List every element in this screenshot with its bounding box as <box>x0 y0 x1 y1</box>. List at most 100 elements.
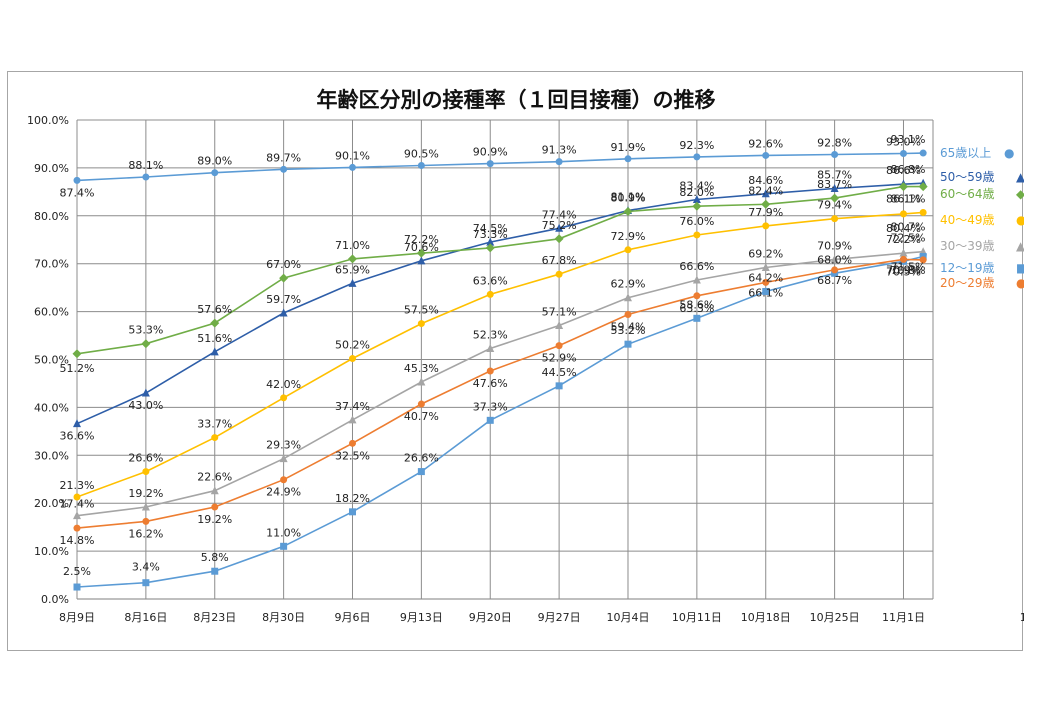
data-label: 70.9% <box>817 239 852 252</box>
data-point-marker <box>831 150 839 158</box>
legend-label: 50～59歳 <box>940 170 995 184</box>
data-label: 29.3% <box>266 439 301 452</box>
data-point-marker <box>279 454 288 463</box>
data-point-marker <box>73 419 81 428</box>
data-label: 16.2% <box>128 527 163 540</box>
legend-entry: 20～29歳 ● <box>940 276 1024 290</box>
data-point-marker <box>142 468 150 476</box>
data-point-marker <box>624 310 632 318</box>
data-point-marker <box>555 270 563 278</box>
series-line-2 <box>76 185 924 355</box>
data-point-marker <box>348 508 356 516</box>
data-label: 86.1% <box>891 193 926 206</box>
data-label: 72.9% <box>611 230 646 243</box>
data-label: 84.6% <box>748 174 783 187</box>
data-label: 64.2% <box>748 271 783 284</box>
data-point-marker <box>348 278 357 287</box>
legend-marker: ■ <box>1016 261 1024 275</box>
data-label: 75.2% <box>542 219 577 232</box>
data-point-marker <box>417 468 425 476</box>
data-label: 83.7% <box>817 178 852 191</box>
data-label: 53.2% <box>611 324 646 337</box>
data-point-marker <box>486 343 495 352</box>
x-tick-label: 8月30日 <box>262 611 305 624</box>
data-label: 70.9% <box>886 263 921 276</box>
data-point-marker <box>279 273 289 283</box>
data-point-marker <box>347 254 357 264</box>
x-tick-label: 9月20日 <box>469 611 512 624</box>
legend-label: 60～64歳 <box>940 187 995 201</box>
data-label: 88.1% <box>128 159 163 172</box>
data-label: 74.5% <box>473 222 508 235</box>
data-label: 72.5% <box>891 232 926 245</box>
data-label: 42.0% <box>266 378 301 391</box>
data-label: 47.6% <box>473 377 508 390</box>
data-point-marker <box>623 293 632 302</box>
data-label: 92.3% <box>679 139 714 152</box>
data-label: 67.8% <box>542 254 577 267</box>
legend-marker: ▲ <box>1016 239 1024 253</box>
data-point-marker <box>485 243 495 253</box>
data-point-marker <box>831 266 839 274</box>
data-label: 62.9% <box>611 278 646 291</box>
data-label: 90.1% <box>335 149 370 162</box>
data-label: 51.2% <box>60 362 95 375</box>
data-label: 70.6% <box>404 241 439 254</box>
data-label: 53.3% <box>128 324 163 337</box>
data-label: 5.8% <box>201 551 229 564</box>
data-point-marker <box>73 583 81 591</box>
data-point-marker <box>348 355 356 363</box>
data-label: 73.3% <box>473 228 508 241</box>
data-label: 18.2% <box>335 492 370 505</box>
data-point-marker <box>486 290 494 298</box>
data-label: 82.0% <box>679 186 714 199</box>
data-label: 81.1% <box>611 191 646 204</box>
data-point-marker <box>73 524 81 532</box>
data-label: 93.0% <box>886 136 921 149</box>
data-point-marker <box>279 308 288 317</box>
data-point-marker <box>624 246 632 254</box>
data-point-marker <box>693 314 701 322</box>
data-label: 76.0% <box>679 215 714 228</box>
series-line-1 <box>76 182 924 425</box>
data-point-marker <box>624 155 632 163</box>
data-point-marker <box>693 231 701 239</box>
data-point-marker <box>623 206 633 216</box>
data-point-marker <box>211 503 219 511</box>
data-label: 37.3% <box>473 400 508 413</box>
data-point-marker <box>210 347 219 356</box>
data-label: 86.6% <box>886 164 921 177</box>
series-line-0 <box>76 152 924 182</box>
axis-layer: 0.0%10.0%20.0%30.0%40.0%50.0%60.0%70.0%8… <box>27 114 1024 624</box>
x-tick-label: 9月27日 <box>538 611 581 624</box>
data-point-marker <box>919 256 927 264</box>
data-point-marker <box>280 542 288 550</box>
data-label: 83.4% <box>679 180 714 193</box>
data-point-marker <box>555 320 564 329</box>
y-tick-label: 40.0% <box>34 401 69 414</box>
x-tick-label: 10月11日 <box>672 611 722 624</box>
data-label: 86.1% <box>886 193 921 206</box>
data-label: 45.3% <box>404 362 439 375</box>
data-point-marker <box>417 162 425 170</box>
legend-label: 40～49歳 <box>940 213 995 227</box>
data-label: 43.0% <box>128 399 163 412</box>
data-point-marker <box>899 150 907 158</box>
data-point-marker <box>918 182 928 192</box>
series-line-5 <box>76 255 924 588</box>
data-label: 71.5% <box>891 261 926 274</box>
x-tick-label: 8月9日 <box>59 611 95 624</box>
y-tick-label: 50.0% <box>34 354 69 367</box>
data-point-marker <box>280 165 288 173</box>
data-point-marker <box>280 476 288 484</box>
data-point-marker <box>830 254 839 263</box>
x-tick-label: 11月1日 <box>882 611 925 624</box>
data-label: 59.7% <box>266 293 301 306</box>
y-tick-label: 90.0% <box>34 162 69 175</box>
data-label: 59.4% <box>611 320 646 333</box>
data-point-marker <box>211 434 219 442</box>
data-label: 37.4% <box>335 400 370 413</box>
data-label: 2.5% <box>63 565 91 578</box>
legend-marker: ◆ <box>1016 187 1024 201</box>
data-point-marker <box>73 176 81 184</box>
